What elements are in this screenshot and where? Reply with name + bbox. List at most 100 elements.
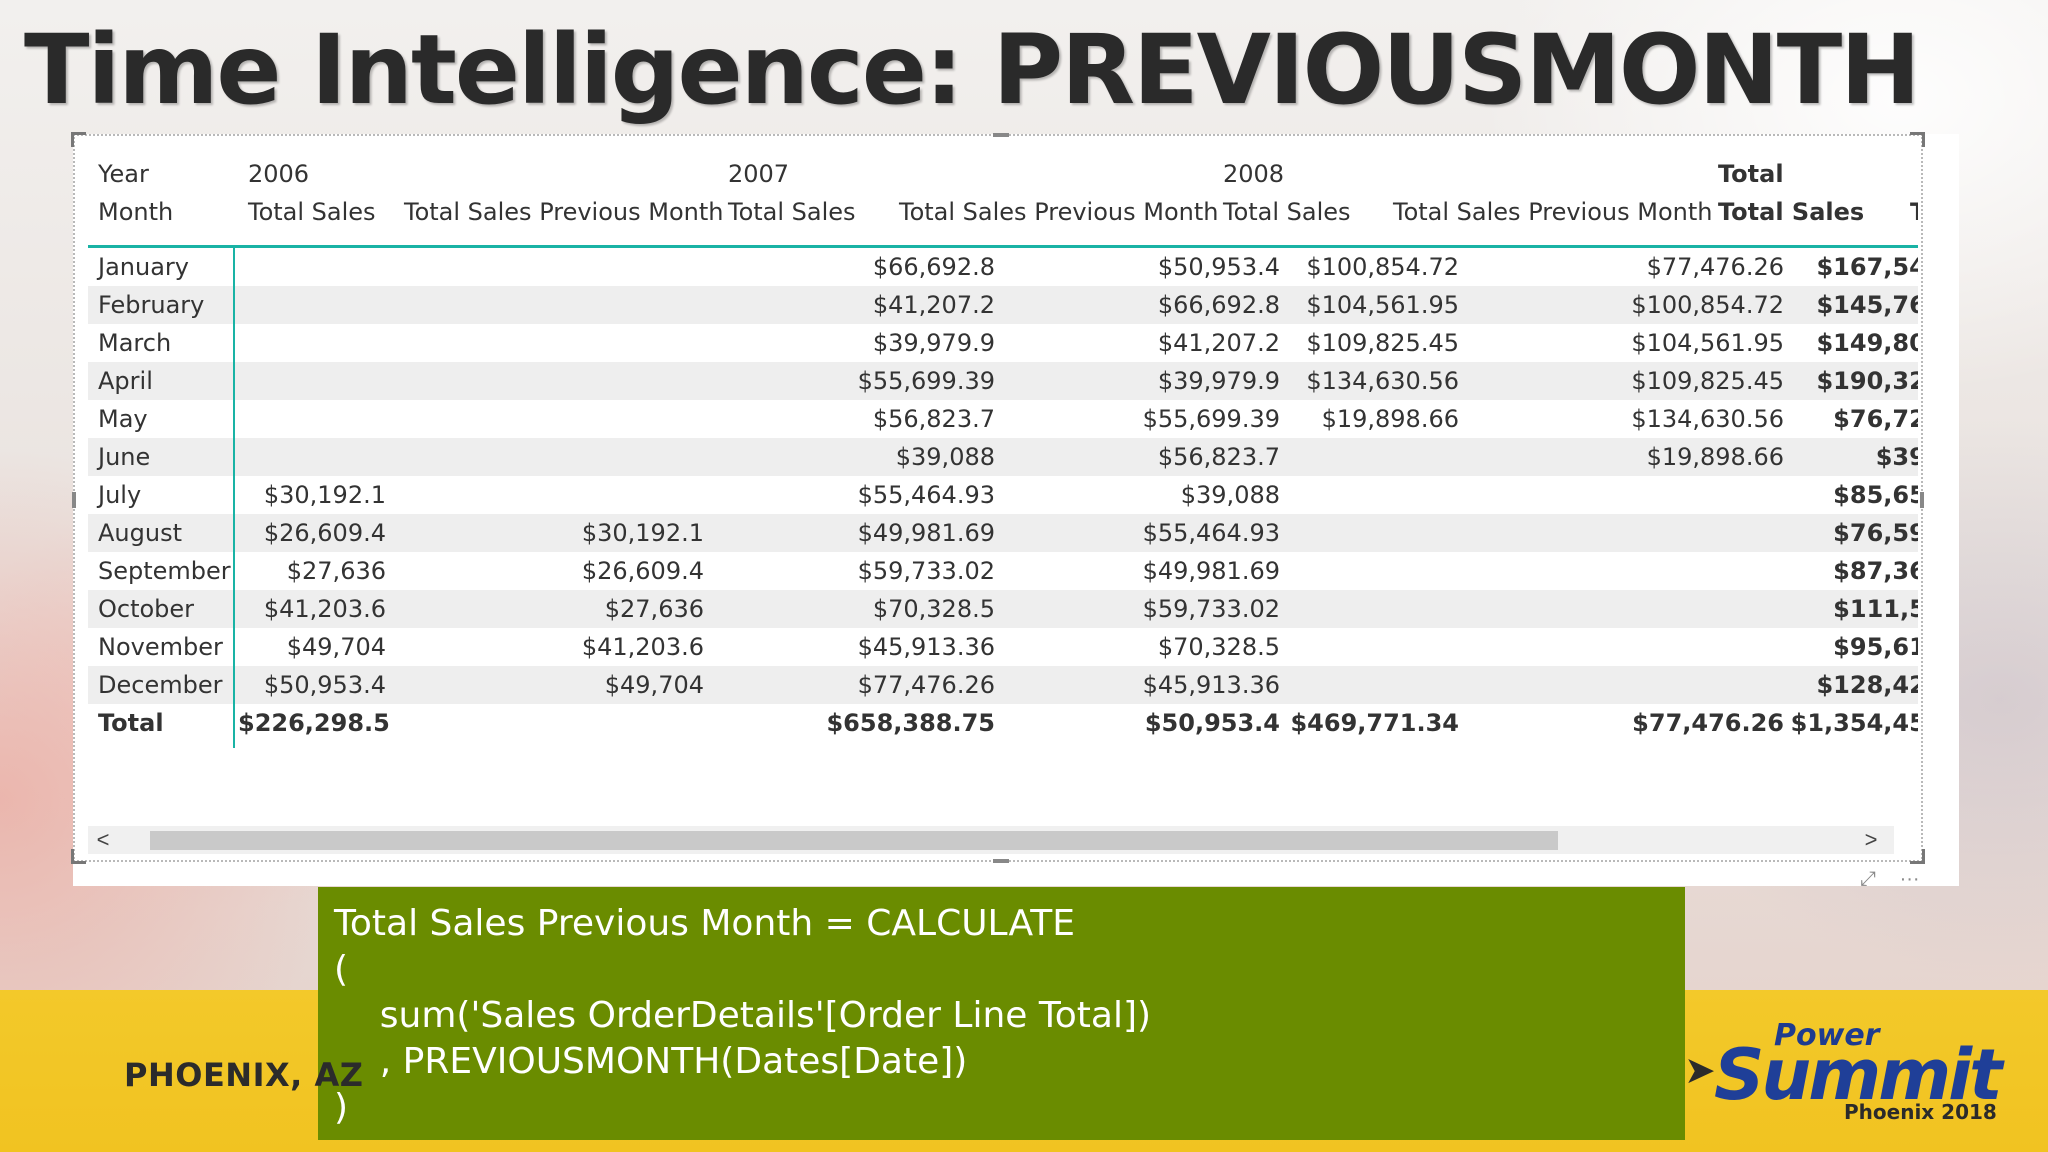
- table-cell[interactable]: [1283, 590, 1459, 628]
- table-row[interactable]: January $66,692.8 $50,953.4 $100,854.72 $77,…: [88, 248, 1918, 286]
- row-header-cell[interactable]: October: [98, 595, 195, 623]
- table-cell[interactable]: [1283, 438, 1459, 476]
- row-header-cell[interactable]: Total: [98, 709, 164, 737]
- table-cell[interactable]: $30,192.1: [263, 481, 386, 509]
- table-cell[interactable]: $55,464.93: [1142, 519, 1280, 547]
- table-cell[interactable]: [238, 400, 386, 438]
- table-cell[interactable]: $39,979.9: [872, 329, 995, 357]
- scrollbar-thumb[interactable]: [150, 831, 1558, 850]
- table-cell[interactable]: $134,630.56: [1631, 405, 1784, 433]
- table-row[interactable]: October $41,203.6 $27,636 $70,328.5 $59,733.…: [88, 590, 1918, 628]
- scroll-right-arrow-icon[interactable]: >: [1864, 827, 1878, 852]
- table-cell[interactable]: [388, 362, 704, 400]
- table-cell[interactable]: $111,532.1: [1833, 595, 1918, 623]
- table-cell[interactable]: [1283, 552, 1459, 590]
- table-cell[interactable]: $100,854.72: [1306, 253, 1459, 281]
- table-cell[interactable]: $66,692.8: [872, 253, 995, 281]
- table-cell[interactable]: $77,476.26: [1646, 253, 1784, 281]
- table-cell[interactable]: $55,464.93: [857, 481, 995, 509]
- table-cell[interactable]: $56,823.7: [1157, 443, 1280, 471]
- table-cell[interactable]: $49,704: [286, 633, 386, 661]
- matrix-visual[interactable]: [73, 134, 1959, 886]
- table-row[interactable]: April $55,699.39 $39,979.9 $134,630.56 $109,…: [88, 362, 1918, 400]
- header-2007-prev-month[interactable]: Total Sales Previous Month: [899, 198, 1219, 226]
- table-row[interactable]: June $39,088 $56,823.7 $19,898.66 $39,088: [88, 438, 1918, 476]
- table-cell[interactable]: $66,692.8: [1157, 291, 1280, 319]
- row-header-cell[interactable]: March: [98, 329, 172, 357]
- row-header-cell[interactable]: June: [98, 443, 151, 471]
- horizontal-scrollbar[interactable]: < >: [88, 826, 1894, 854]
- table-cell[interactable]: [388, 324, 704, 362]
- table-cell[interactable]: [388, 438, 704, 476]
- table-row[interactable]: August $26,609.4 $30,192.1 $49,981.69 $55,46…: [88, 514, 1918, 552]
- header-2007[interactable]: 2007: [728, 160, 790, 188]
- table-cell[interactable]: $50,953.4: [263, 671, 386, 699]
- table-cell[interactable]: $70,328.5: [1157, 633, 1280, 661]
- table-cell[interactable]: $30,192.1: [581, 519, 704, 547]
- table-cell[interactable]: $145,769.15: [1816, 291, 1918, 319]
- table-cell[interactable]: $1,354,458.59: [1790, 709, 1918, 737]
- header-2007-total-sales[interactable]: Total Sales: [728, 198, 856, 226]
- table-cell[interactable]: $45,913.36: [857, 633, 995, 661]
- header-total-sales[interactable]: Total Sales: [1718, 198, 1865, 226]
- table-cell[interactable]: $41,207.2: [872, 291, 995, 319]
- table-cell[interactable]: $87,369.02: [1833, 557, 1918, 585]
- header-2006[interactable]: 2006: [248, 160, 310, 188]
- table-cell[interactable]: [388, 476, 704, 514]
- table-cell[interactable]: $45,913.36: [1142, 671, 1280, 699]
- table-cell[interactable]: [1468, 666, 1784, 704]
- row-header-cell[interactable]: July: [98, 481, 142, 509]
- table-cell[interactable]: $109,825.45: [1631, 367, 1784, 395]
- row-header-cell[interactable]: November: [98, 633, 223, 661]
- table-cell[interactable]: $41,207.2: [1157, 329, 1280, 357]
- table-cell[interactable]: $226,298.5: [238, 709, 390, 737]
- table-cell[interactable]: $85,657.03: [1833, 481, 1918, 509]
- table-cell[interactable]: [1468, 476, 1784, 514]
- row-header-cell[interactable]: May: [98, 405, 148, 433]
- table-cell[interactable]: $50,953.4: [1157, 253, 1280, 281]
- table-cell[interactable]: $77,476.26: [1632, 709, 1784, 737]
- table-cell[interactable]: $76,722.36: [1833, 405, 1918, 433]
- table-row[interactable]: December $50,953.4 $49,704 $77,476.26 $45,91…: [88, 666, 1918, 704]
- table-cell[interactable]: $26,609.4: [263, 519, 386, 547]
- table-cell[interactable]: $41,203.6: [581, 633, 704, 661]
- focus-mode-icon[interactable]: ⤢: [1860, 868, 1876, 890]
- table-cell[interactable]: [1283, 514, 1459, 552]
- header-2008[interactable]: 2008: [1223, 160, 1285, 188]
- table-cell[interactable]: $49,704: [604, 671, 704, 699]
- table-cell[interactable]: $55,699.39: [857, 367, 995, 395]
- header-2006-prev-month[interactable]: Total Sales Previous Month: [404, 198, 724, 226]
- table-row[interactable]: September $27,636 $26,609.4 $59,733.02 $49,9…: [88, 552, 1918, 590]
- row-header-cell[interactable]: April: [98, 367, 153, 395]
- table-cell[interactable]: $41,203.6: [263, 595, 386, 623]
- table-cell[interactable]: $39,088: [1180, 481, 1280, 509]
- table-cell[interactable]: [1283, 666, 1459, 704]
- table-cell[interactable]: [1468, 552, 1784, 590]
- table-cell[interactable]: $134,630.56: [1306, 367, 1459, 395]
- table-cell[interactable]: $56,823.7: [872, 405, 995, 433]
- table-cell[interactable]: $70,328.5: [872, 595, 995, 623]
- table-cell[interactable]: $104,561.95: [1306, 291, 1459, 319]
- row-header-cell[interactable]: August: [98, 519, 182, 547]
- table-cell[interactable]: $77,476.26: [857, 671, 995, 699]
- table-cell[interactable]: [1468, 514, 1784, 552]
- header-total[interactable]: Total: [1718, 160, 1784, 188]
- table-cell[interactable]: $59,733.02: [857, 557, 995, 585]
- table-cell[interactable]: $49,981.69: [857, 519, 995, 547]
- table-cell[interactable]: $27,636: [286, 557, 386, 585]
- header-year-label[interactable]: Year: [98, 160, 149, 188]
- table-cell[interactable]: [388, 400, 704, 438]
- table-cell[interactable]: [388, 286, 704, 324]
- header-overflow-column[interactable]: T: [1910, 198, 1918, 226]
- table-row[interactable]: March $39,979.9 $41,207.2 $109,825.45 $104,5…: [88, 324, 1918, 362]
- row-header-cell[interactable]: September: [98, 557, 231, 585]
- header-2008-total-sales[interactable]: Total Sales: [1223, 198, 1351, 226]
- table-cell[interactable]: [238, 438, 386, 476]
- table-row[interactable]: May $56,823.7 $55,699.39 $19,898.66 $134,630…: [88, 400, 1918, 438]
- table-cell[interactable]: [238, 248, 386, 286]
- table-cell[interactable]: $128,429.66: [1816, 671, 1918, 699]
- ellipsis-icon[interactable]: ···: [1899, 868, 1920, 890]
- table-cell[interactable]: $95,617.36: [1833, 633, 1918, 661]
- table-cell[interactable]: [1283, 628, 1459, 666]
- header-month-label[interactable]: Month: [98, 198, 174, 226]
